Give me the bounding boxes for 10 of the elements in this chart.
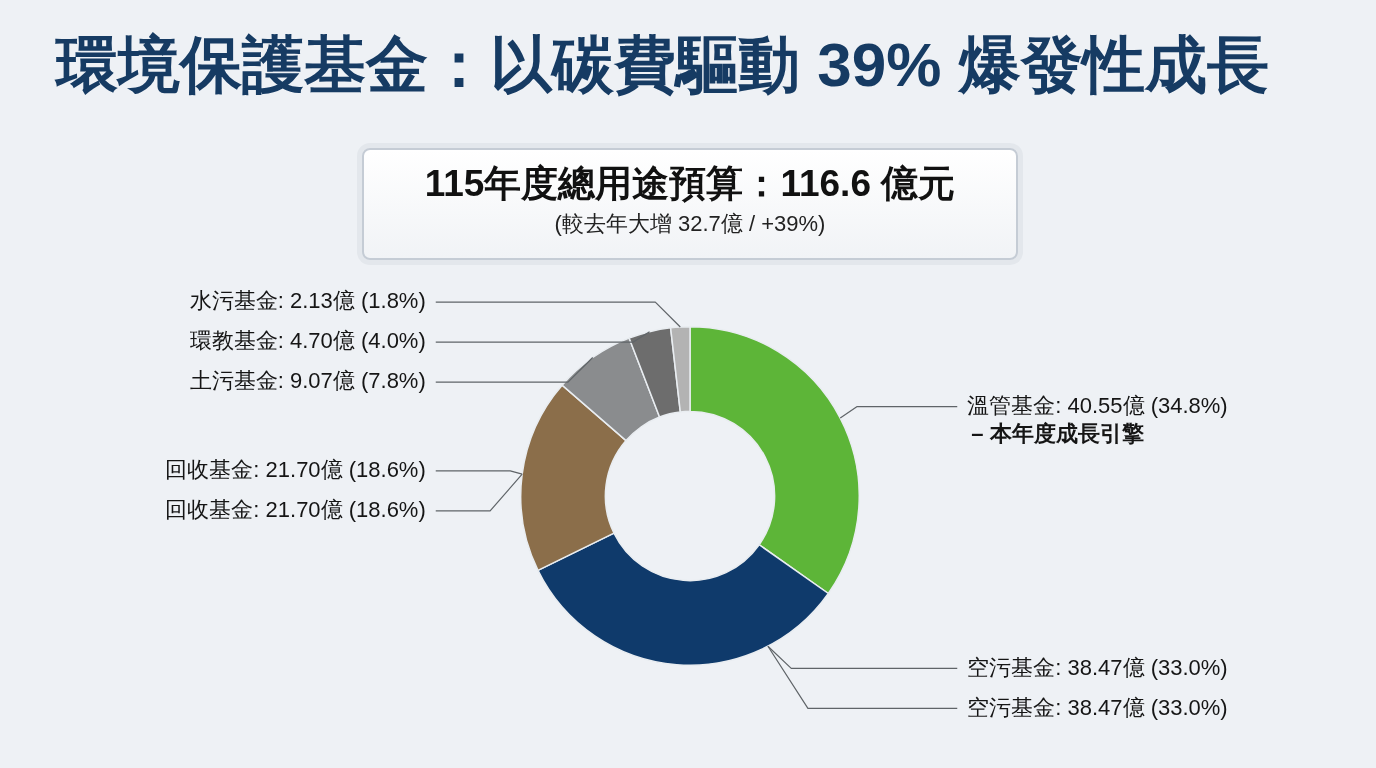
slice-label: 空污基金: 38.47億 (33.0%) [967, 694, 1228, 720]
chart-subtitle: 115年度總用途預算：116.6 億元 [423, 162, 957, 206]
slice-label: 土污基金: 9.07億 (7.8%) [189, 368, 426, 394]
slice-label: 水污基金: 2.13億 (1.8%) [189, 288, 426, 314]
slice-label: 環教基金: 4.70億 (4.0%) [189, 328, 426, 354]
slice-label: 回收基金: 21.70億 (18.6%) [165, 456, 426, 482]
chart-title: 環境保護基金：以碳費驅動 39% 爆發性成長 [56, 29, 1269, 101]
slice-label: 空污基金: 38.47億 (33.0%) [967, 654, 1228, 680]
slice-label: 回收基金: 21.70億 (18.6%) [165, 496, 426, 522]
slice-label: 溫管基金: 40.55億 (34.8%) – 本年度成長引擎 [967, 392, 1228, 446]
